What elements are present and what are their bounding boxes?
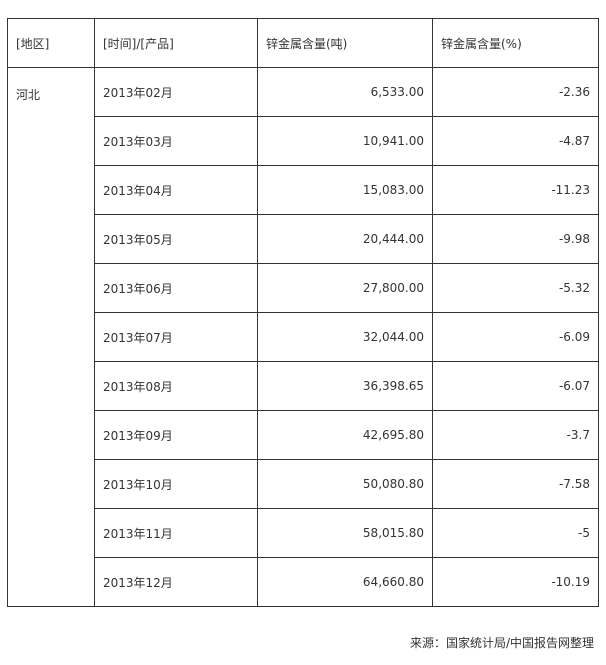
header-cell: [时间]/[产品] — [94, 18, 258, 68]
date-cell: 2013年10月 — [94, 459, 258, 509]
data-row: 2013年03月 10,941.00 -4.87 — [8, 116, 599, 166]
date-cell: 2013年03月 — [94, 116, 258, 166]
value-cell: 6,533.00 — [257, 67, 433, 117]
data-row: 2013年05月 20,444.00 -9.98 — [8, 214, 599, 264]
data-row: 2013年04月 15,083.00 -11.23 — [8, 165, 599, 215]
data-row: 2013年11月 58,015.80 -5 — [8, 508, 599, 558]
value-cell: 42,695.80 — [257, 410, 433, 460]
date-cell: 2013年05月 — [94, 214, 258, 264]
date-cell: 2013年12月 — [94, 557, 258, 607]
value-cell: 32,044.00 — [257, 312, 433, 362]
value-cell: -4.87 — [432, 116, 599, 166]
date-cell: 2013年08月 — [94, 361, 258, 411]
value-cell: 10,941.00 — [257, 116, 433, 166]
date-cell: 2013年06月 — [94, 263, 258, 313]
value-cell: -5.32 — [432, 263, 599, 313]
value-cell: 15,083.00 — [257, 165, 433, 215]
region-cell: 河北 — [7, 67, 95, 607]
header-row: [地区] [时间]/[产品] 锌金属含量(吨) 锌金属含量(%) — [7, 18, 599, 68]
header-cell: 锌金属含量(%) — [432, 18, 599, 68]
table-body: [地区] [时间]/[产品] 锌金属含量(吨) 锌金属含量(%) 河北 2013年… — [7, 18, 599, 607]
date-cell: 2013年04月 — [94, 165, 258, 215]
data-table: [地区] [时间]/[产品] 锌金属含量(吨) 锌金属含量(%) 河北 2013年… — [7, 18, 599, 607]
value-cell: -7.58 — [432, 459, 599, 509]
value-cell: -10.19 — [432, 557, 599, 607]
value-cell: -9.98 — [432, 214, 599, 264]
value-cell: -2.36 — [432, 67, 599, 117]
date-cell: 2013年11月 — [94, 508, 258, 558]
data-row: 2013年09月 42,695.80 -3.7 — [8, 410, 599, 460]
source-note: 来源：国家统计局/中国报告网整理 — [409, 636, 594, 650]
data-row: 2013年08月 36,398.65 -6.07 — [8, 361, 599, 411]
value-cell: -5 — [432, 508, 599, 558]
value-cell: 58,015.80 — [257, 508, 433, 558]
header-cell: 锌金属含量(吨) — [257, 18, 433, 68]
value-cell: 27,800.00 — [257, 263, 433, 313]
data-row: 2013年12月 64,660.80 -10.19 — [8, 557, 599, 607]
value-cell: -11.23 — [432, 165, 599, 215]
data-row: 2013年07月 32,044.00 -6.09 — [8, 312, 599, 362]
value-cell: -3.7 — [432, 410, 599, 460]
value-cell: -6.07 — [432, 361, 599, 411]
value-cell: 36,398.65 — [257, 361, 433, 411]
data-row: 河北 2013年02月 6,533.00 -2.36 — [7, 67, 599, 607]
value-cell: 20,444.00 — [257, 214, 433, 264]
header-cell: [地区] — [7, 18, 95, 68]
data-row: 2013年06月 27,800.00 -5.32 — [8, 263, 599, 313]
date-cell: 2013年07月 — [94, 312, 258, 362]
value-cell: -6.09 — [432, 312, 599, 362]
value-cell: 50,080.80 — [257, 459, 433, 509]
value-cell: 64,660.80 — [257, 557, 433, 607]
date-cell: 2013年02月 — [94, 67, 258, 117]
date-cell: 2013年09月 — [94, 410, 258, 460]
data-row: 2013年10月 50,080.80 -7.58 — [8, 459, 599, 509]
